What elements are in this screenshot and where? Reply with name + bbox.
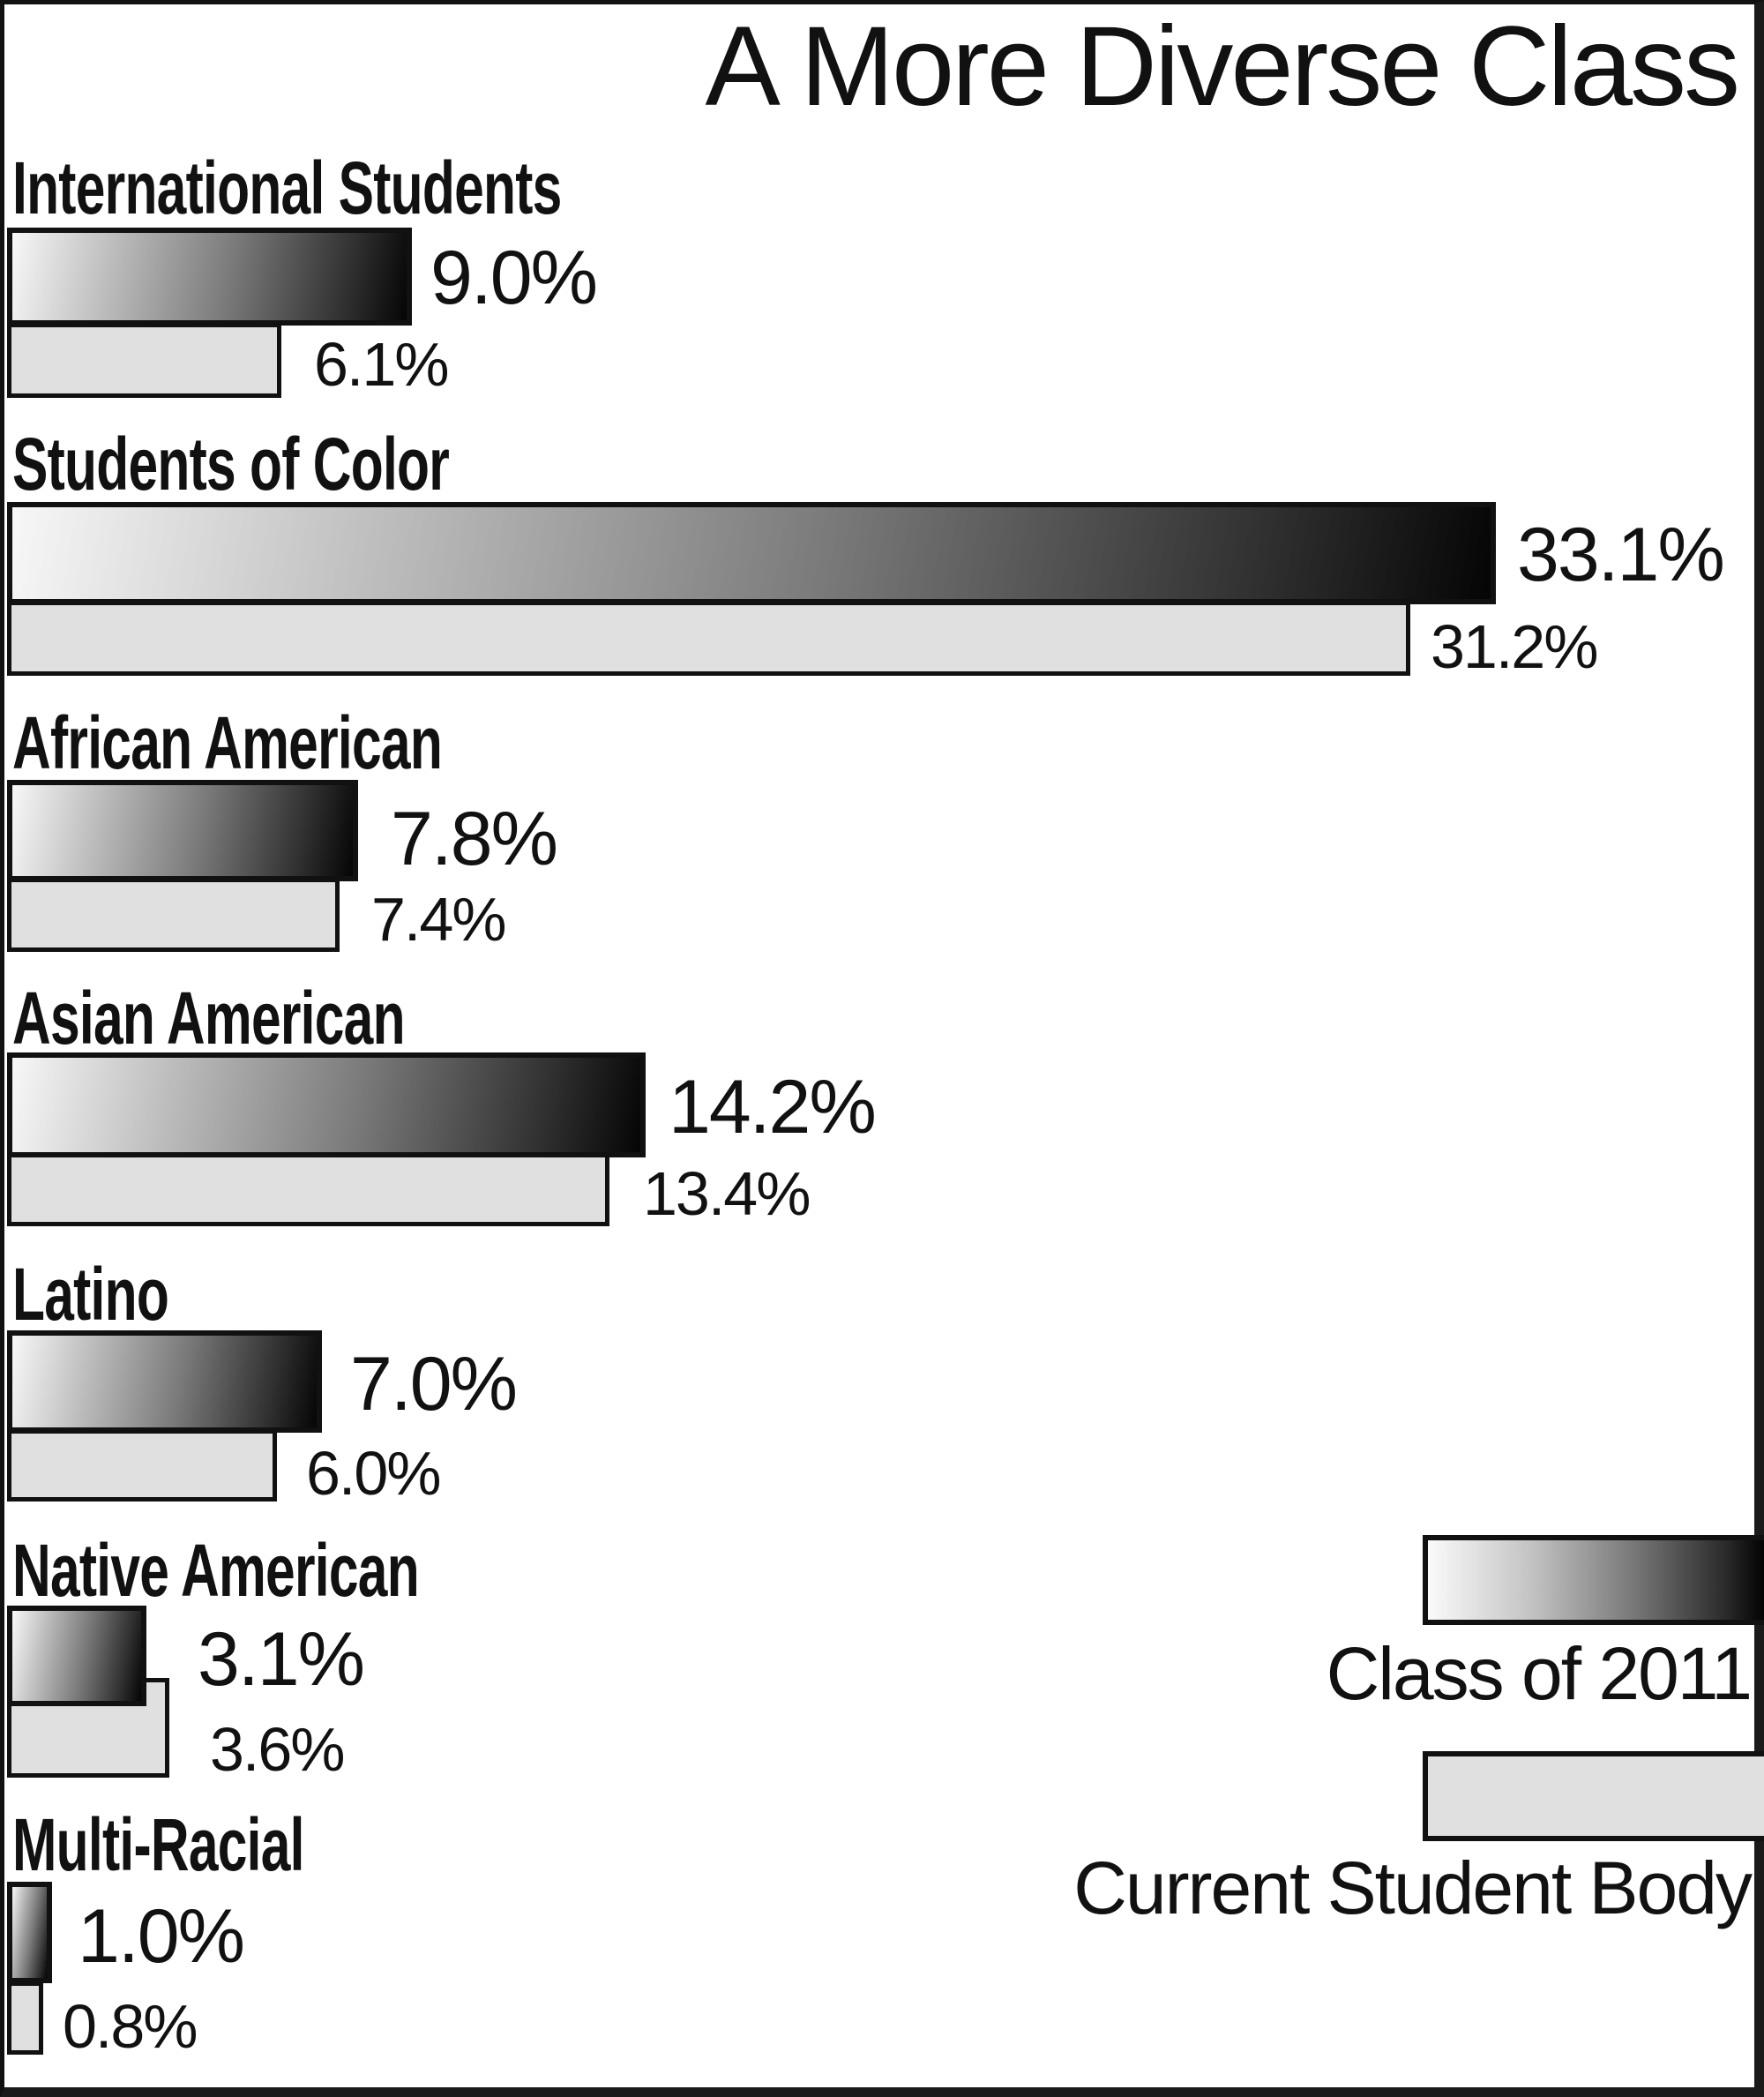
value-class-2011-asian-american: 14.2% <box>669 1065 877 1150</box>
value-current-native-american: 3.6% <box>210 1715 346 1784</box>
bar-class-2011-asian-american <box>7 1052 646 1157</box>
bar-class-2011-native-american <box>7 1606 146 1706</box>
bar-current-african-american <box>7 878 340 952</box>
category-label-latino: Latino <box>12 1253 169 1336</box>
category-label-international: International Students <box>12 146 562 229</box>
value-class-2011-native-american: 3.1% <box>198 1617 365 1702</box>
bar-current-students-of-color <box>7 601 1410 676</box>
value-current-african-american: 7.4% <box>371 885 507 954</box>
bar-class-2011-african-american <box>7 780 358 881</box>
bar-current-international <box>7 323 281 398</box>
category-label-students-of-color: Students of Color <box>12 423 450 506</box>
value-class-2011-african-american: 7.8% <box>391 797 558 881</box>
value-current-international: 6.1% <box>314 330 450 399</box>
value-class-2011-students-of-color: 33.1% <box>1517 513 1725 597</box>
legend-label-class-2011: Class of 2011 <box>1326 1632 1753 1715</box>
value-current-latino: 6.0% <box>306 1439 442 1508</box>
bar-class-2011-international <box>7 228 412 326</box>
bar-class-2011-latino <box>7 1330 322 1433</box>
bar-class-2011-students-of-color <box>7 502 1496 604</box>
bar-current-asian-american <box>7 1153 609 1226</box>
category-label-asian-american: Asian American <box>12 977 406 1060</box>
legend-label-current-student-body: Current Student Body <box>1073 1846 1753 1929</box>
bar-current-latino <box>7 1429 277 1502</box>
bar-current-multi-racial <box>7 1981 43 2055</box>
value-class-2011-international: 9.0% <box>430 236 598 320</box>
value-class-2011-multi-racial: 1.0% <box>78 1894 245 1979</box>
category-label-native-american: Native American <box>12 1529 420 1612</box>
legend-swatch-class-2011 <box>1423 1535 1764 1625</box>
legend-swatch-current-student-body <box>1423 1751 1764 1841</box>
value-current-asian-american: 13.4% <box>643 1159 811 1228</box>
bar-class-2011-multi-racial <box>7 1882 52 1983</box>
chart-title: A More Diverse Class <box>705 4 1740 130</box>
value-current-students-of-color: 31.2% <box>1431 612 1598 681</box>
category-label-african-american: African American <box>12 701 443 784</box>
category-label-multi-racial: Multi-Racial <box>12 1803 304 1886</box>
value-current-multi-racial: 0.8% <box>63 1992 198 2061</box>
value-class-2011-latino: 7.0% <box>350 1342 518 1427</box>
